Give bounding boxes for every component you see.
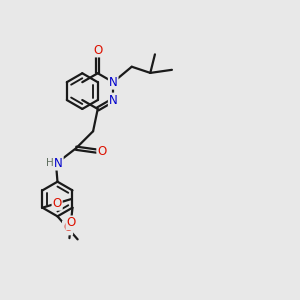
Text: O: O — [66, 216, 76, 230]
Text: H: H — [46, 158, 53, 168]
Text: N: N — [54, 157, 63, 169]
Text: N: N — [109, 94, 118, 106]
Text: O: O — [63, 221, 72, 234]
Text: O: O — [52, 197, 62, 210]
Text: N: N — [109, 76, 118, 89]
Text: O: O — [97, 145, 106, 158]
Text: O: O — [93, 44, 102, 56]
